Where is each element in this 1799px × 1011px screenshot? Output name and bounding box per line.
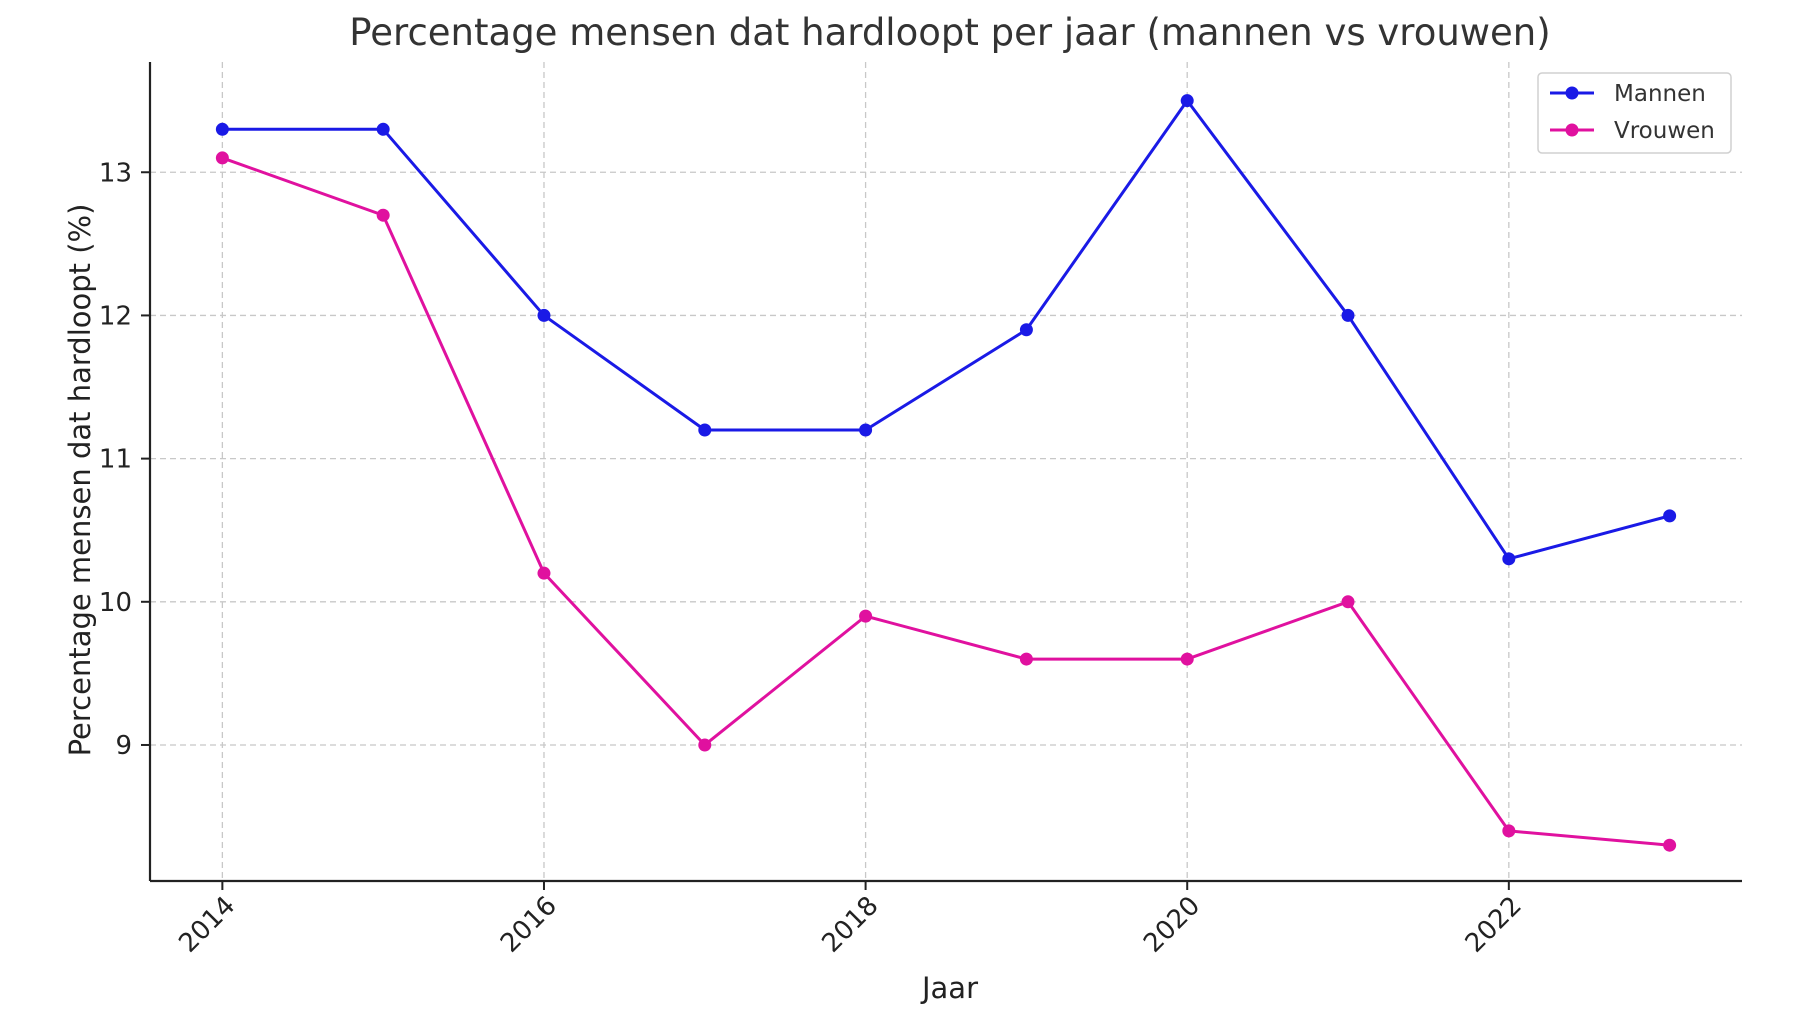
data-point-mannen <box>1341 308 1355 322</box>
x-tick-label: 2016 <box>495 891 563 959</box>
legend-marker-vrouwen <box>1565 123 1579 137</box>
x-tick-label: 2022 <box>1460 891 1528 959</box>
series-line-vrouwen <box>221 156 1670 847</box>
x-tick-label: 2018 <box>817 891 885 959</box>
data-point-vrouwen <box>1341 595 1355 609</box>
data-point-vrouwen <box>1663 838 1677 852</box>
data-point-mannen <box>376 122 390 136</box>
data-point-mannen <box>537 308 551 322</box>
data-point-mannen <box>1180 94 1194 108</box>
y-tick-label: 9 <box>115 731 132 761</box>
data-point-mannen <box>859 423 873 437</box>
data-point-vrouwen <box>1180 652 1194 666</box>
x-tick-label: 2014 <box>173 891 241 959</box>
series-line-mannen <box>222 99 1671 561</box>
data-point-mannen <box>1663 509 1677 523</box>
series-layer <box>215 94 1677 852</box>
y-tick-label: 12 <box>99 301 132 331</box>
tick-labels: 2014 2016 2018 2020 2022 9 10 11 12 13 <box>99 158 1528 958</box>
data-point-mannen <box>1019 323 1033 337</box>
x-axis-label: Jaar <box>920 971 978 1005</box>
data-point-vrouwen <box>1019 652 1033 666</box>
data-point-vrouwen <box>859 609 873 623</box>
x-tick-label: 2020 <box>1138 891 1206 959</box>
legend-label-mannen: Mannen <box>1614 81 1706 107</box>
data-point-vrouwen <box>376 208 390 222</box>
axes <box>141 62 1742 890</box>
legend-marker-mannen <box>1565 86 1579 100</box>
legend: Mannen Vrouwen <box>1537 72 1732 154</box>
data-point-vrouwen <box>1502 824 1516 838</box>
data-point-vrouwen <box>537 566 551 580</box>
y-axis-label: Percentage mensen dat hardloopt (%) <box>63 204 97 757</box>
y-tick-label: 13 <box>99 158 132 188</box>
data-point-vrouwen <box>215 151 229 165</box>
data-point-mannen <box>1502 552 1516 566</box>
grid-lines <box>150 62 1742 881</box>
y-tick-label: 11 <box>99 445 132 475</box>
data-point-vrouwen <box>698 738 712 752</box>
chart-title: Percentage mensen dat hardloopt per jaar… <box>349 11 1550 54</box>
y-tick-label: 10 <box>99 588 132 618</box>
data-point-mannen <box>215 122 229 136</box>
legend-label-vrouwen: Vrouwen <box>1614 118 1715 144</box>
data-point-mannen <box>698 423 712 437</box>
